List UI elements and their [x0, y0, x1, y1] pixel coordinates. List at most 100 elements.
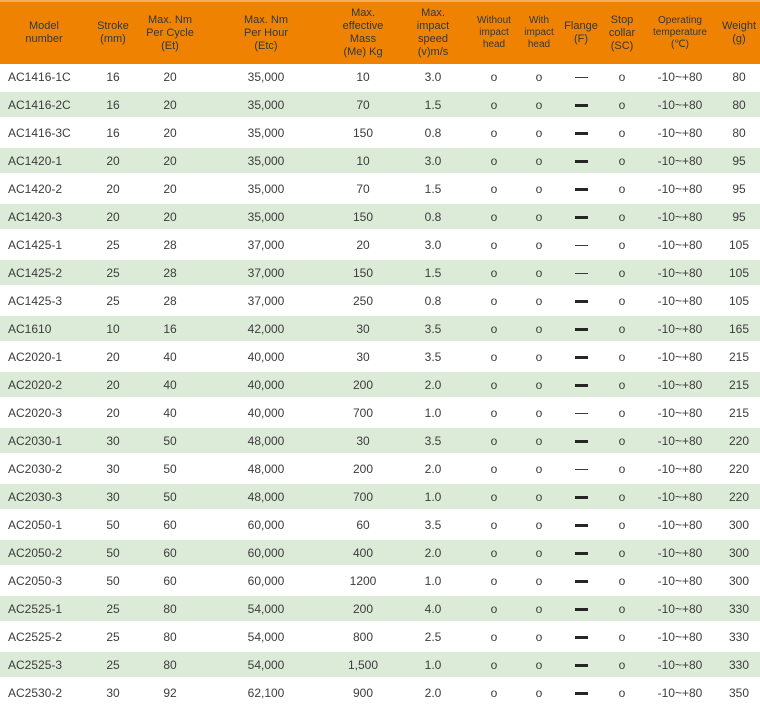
- flange-dash-thin: [574, 468, 588, 470]
- cell-with_head: o: [518, 64, 560, 92]
- cell-stroke: 10: [88, 316, 138, 344]
- table-row: AC1416-3C 16 20 35,000 150 0.8 o o o -10~+80 80: [0, 120, 760, 148]
- cell-et: 60: [138, 568, 202, 596]
- cell-flange: [560, 624, 602, 652]
- flange-dash-bold: [574, 495, 588, 499]
- cell-speed: 4.0: [396, 596, 470, 624]
- cell-etc: 35,000: [202, 176, 330, 204]
- cell-flange: [560, 456, 602, 484]
- cell-mass: 800: [330, 624, 396, 652]
- table-row: AC2030-1 30 50 48,000 30 3.5 o o o -10~+80 220: [0, 428, 760, 456]
- cell-weight: 300: [718, 512, 760, 540]
- cell-et: 20: [138, 176, 202, 204]
- cell-weight: 330: [718, 652, 760, 680]
- cell-stroke: 25: [88, 596, 138, 624]
- flange-dash-bold: [574, 551, 588, 555]
- cell-without_head: o: [470, 568, 518, 596]
- cell-stop_collar: o: [602, 596, 642, 624]
- cell-speed: 3.0: [396, 64, 470, 92]
- cell-flange: [560, 204, 602, 232]
- cell-without_head: o: [470, 372, 518, 400]
- cell-stroke: 20: [88, 204, 138, 232]
- cell-mass: 30: [330, 428, 396, 456]
- cell-stop_collar: o: [602, 232, 642, 260]
- flange-dash-thin: [574, 244, 588, 246]
- cell-flange: [560, 680, 602, 708]
- cell-model: AC2030-1: [0, 428, 88, 456]
- cell-speed: 0.8: [396, 288, 470, 316]
- cell-et: 28: [138, 288, 202, 316]
- cell-without_head: o: [470, 652, 518, 680]
- cell-etc: 35,000: [202, 92, 330, 120]
- cell-without_head: o: [470, 204, 518, 232]
- cell-mass: 70: [330, 176, 396, 204]
- cell-with_head: o: [518, 92, 560, 120]
- cell-without_head: o: [470, 680, 518, 708]
- cell-flange: [560, 148, 602, 176]
- cell-without_head: o: [470, 344, 518, 372]
- cell-temp: -10~+80: [642, 400, 718, 428]
- table-row: AC1416-1C 16 20 35,000 10 3.0 o o o -10~+80 80: [0, 64, 760, 92]
- table-row: AC2020-1 20 40 40,000 30 3.5 o o o -10~+80 215: [0, 344, 760, 372]
- table-row: AC2020-2 20 40 40,000 200 2.0 o o o -10~+80 215: [0, 372, 760, 400]
- cell-temp: -10~+80: [642, 176, 718, 204]
- cell-temp: -10~+80: [642, 288, 718, 316]
- cell-speed: 3.5: [396, 428, 470, 456]
- cell-stroke: 16: [88, 120, 138, 148]
- column-header-et: Max. Nm Per Cycle (Et): [138, 0, 202, 64]
- table-row: AC1420-3 20 20 35,000 150 0.8 o o o -10~+80 95: [0, 204, 760, 232]
- cell-etc: 40,000: [202, 344, 330, 372]
- cell-et: 92: [138, 680, 202, 708]
- cell-with_head: o: [518, 400, 560, 428]
- cell-temp: -10~+80: [642, 372, 718, 400]
- cell-weight: 105: [718, 232, 760, 260]
- cell-stroke: 25: [88, 260, 138, 288]
- cell-with_head: o: [518, 148, 560, 176]
- cell-temp: -10~+80: [642, 456, 718, 484]
- cell-stroke: 50: [88, 540, 138, 568]
- cell-stop_collar: o: [602, 484, 642, 512]
- cell-temp: -10~+80: [642, 260, 718, 288]
- cell-stroke: 25: [88, 232, 138, 260]
- cell-temp: -10~+80: [642, 120, 718, 148]
- column-header-etc: Max. Nm Per Hour (Etc): [202, 0, 330, 64]
- cell-model: AC2050-3: [0, 568, 88, 596]
- cell-speed: 1.0: [396, 652, 470, 680]
- cell-weight: 95: [718, 176, 760, 204]
- cell-with_head: o: [518, 428, 560, 456]
- cell-etc: 40,000: [202, 400, 330, 428]
- cell-stop_collar: o: [602, 512, 642, 540]
- cell-weight: 220: [718, 456, 760, 484]
- cell-temp: -10~+80: [642, 624, 718, 652]
- flange-dash-thin: [574, 412, 588, 414]
- cell-flange: [560, 120, 602, 148]
- cell-speed: 3.0: [396, 232, 470, 260]
- flange-dash-bold: [574, 383, 588, 387]
- cell-et: 16: [138, 316, 202, 344]
- cell-model: AC2050-2: [0, 540, 88, 568]
- cell-stroke: 20: [88, 176, 138, 204]
- cell-et: 60: [138, 512, 202, 540]
- cell-with_head: o: [518, 484, 560, 512]
- table-row: AC2525-2 25 80 54,000 800 2.5 o o o -10~+80 330: [0, 624, 760, 652]
- cell-mass: 200: [330, 596, 396, 624]
- cell-weight: 330: [718, 596, 760, 624]
- cell-temp: -10~+80: [642, 428, 718, 456]
- cell-temp: -10~+80: [642, 344, 718, 372]
- flange-dash-bold: [574, 355, 588, 359]
- cell-speed: 0.8: [396, 120, 470, 148]
- table-row: AC2525-1 25 80 54,000 200 4.0 o o o -10~+80 330: [0, 596, 760, 624]
- cell-speed: 1.5: [396, 92, 470, 120]
- cell-mass: 60: [330, 512, 396, 540]
- cell-temp: -10~+80: [642, 540, 718, 568]
- cell-without_head: o: [470, 120, 518, 148]
- table-row: AC1420-2 20 20 35,000 70 1.5 o o o -10~+80 95: [0, 176, 760, 204]
- column-header-without_head: Without impact head: [470, 0, 518, 64]
- cell-temp: -10~+80: [642, 316, 718, 344]
- cell-model: AC2050-1: [0, 512, 88, 540]
- table-row: AC1425-2 25 28 37,000 150 1.5 o o o -10~+80 105: [0, 260, 760, 288]
- cell-flange: [560, 484, 602, 512]
- cell-with_head: o: [518, 512, 560, 540]
- table-row: AC2525-3 25 80 54,000 1,500 1.0 o o o -10~+80 330: [0, 652, 760, 680]
- cell-et: 80: [138, 652, 202, 680]
